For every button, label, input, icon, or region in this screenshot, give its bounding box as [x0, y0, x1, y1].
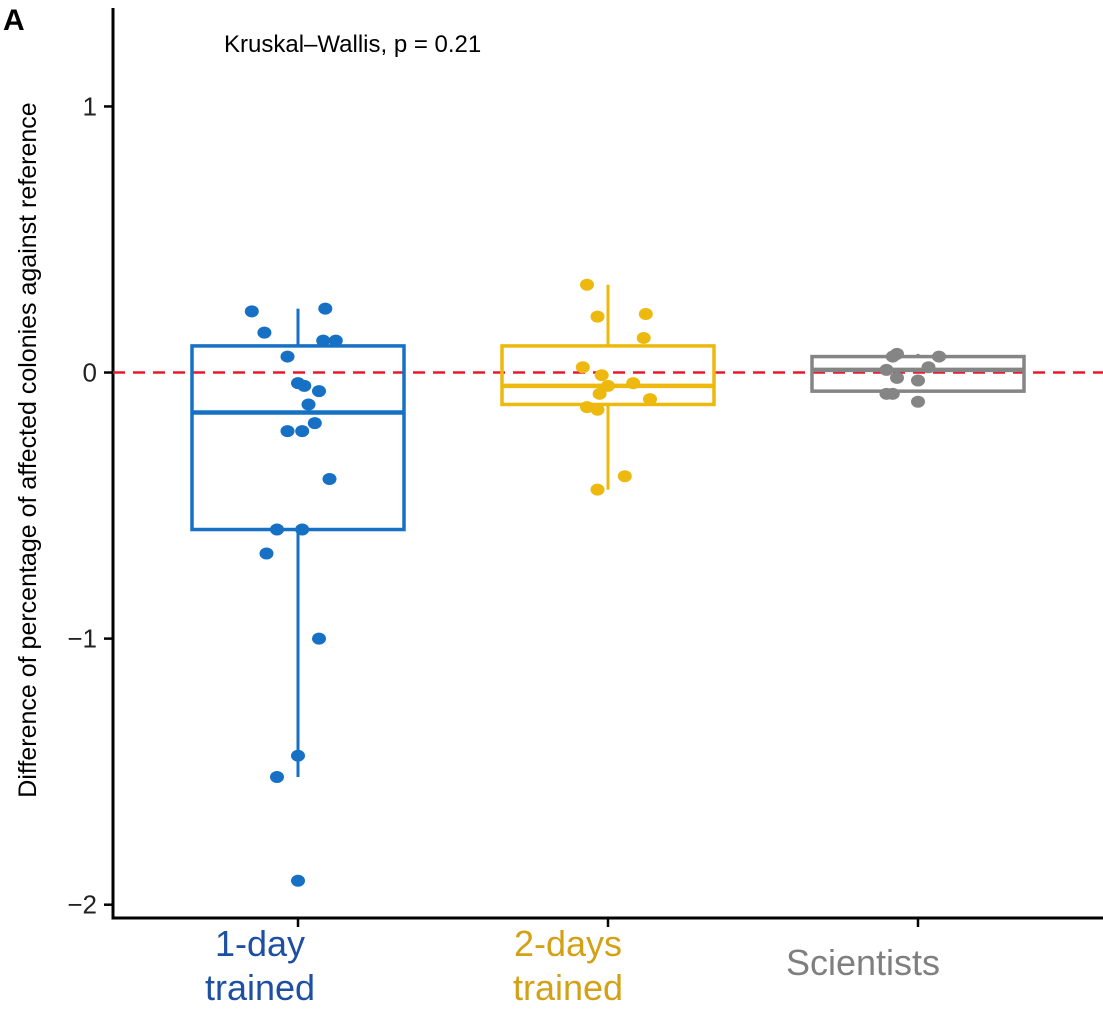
data-point: [592, 387, 607, 400]
data-point: [601, 379, 615, 392]
x-category-label: 2-days: [514, 923, 622, 964]
data-point: [638, 307, 653, 320]
data-point: [307, 417, 322, 430]
data-point: [280, 350, 295, 363]
data-point: [636, 331, 651, 344]
axes: 1 0 −1 −2: [67, 8, 1103, 927]
data-point: [890, 371, 904, 384]
data-point: [885, 350, 900, 363]
data-point: [879, 363, 894, 376]
data-point: [244, 305, 259, 318]
data-point: [590, 483, 605, 496]
data-point: [626, 377, 641, 390]
data-point: [257, 326, 272, 339]
x-category-label: trained: [205, 967, 315, 1008]
data-point: [932, 350, 946, 363]
data-point: [312, 632, 326, 645]
x-category-label: Scientists: [786, 942, 940, 983]
data-point: [580, 401, 594, 414]
data-point: [921, 361, 936, 374]
data-point: [270, 523, 284, 536]
y-tick-label: −2: [67, 890, 97, 920]
data-point: [291, 749, 305, 762]
data-point: [911, 395, 925, 408]
data-point: [280, 425, 295, 438]
data-point: [594, 369, 609, 382]
data-point: [318, 302, 333, 315]
data-point: [575, 361, 590, 374]
y-tick-label: 1: [83, 91, 97, 121]
data-point: [312, 385, 326, 398]
panel-label: A: [3, 4, 25, 37]
x-category-label: 1-day: [215, 923, 305, 964]
data-point: [316, 334, 331, 347]
data-point: [911, 374, 925, 387]
data-point: [295, 425, 310, 438]
data-point: [580, 278, 594, 291]
data-point: [879, 387, 894, 400]
data-point: [301, 398, 316, 411]
data-point: [297, 379, 312, 392]
data-point: [590, 310, 605, 323]
y-tick-label: 0: [83, 358, 97, 388]
kruskal-wallis-annotation: Kruskal–Wallis, p = 0.21: [224, 31, 481, 58]
box: [810, 354, 1026, 393]
data-point: [259, 547, 274, 560]
data-point: [291, 874, 305, 887]
y-axis-label: Difference of percentage of affected col…: [14, 102, 42, 797]
data-point: [617, 470, 632, 483]
box: [500, 344, 716, 407]
data-point: [590, 403, 605, 416]
data-point: [643, 393, 657, 406]
x-category-label: trained: [513, 967, 623, 1008]
data-point: [328, 334, 343, 347]
data-point: [295, 523, 310, 536]
data-point: [270, 770, 284, 783]
points-group: [244, 278, 946, 887]
data-point: [322, 472, 337, 485]
y-tick-label: −1: [67, 624, 97, 654]
